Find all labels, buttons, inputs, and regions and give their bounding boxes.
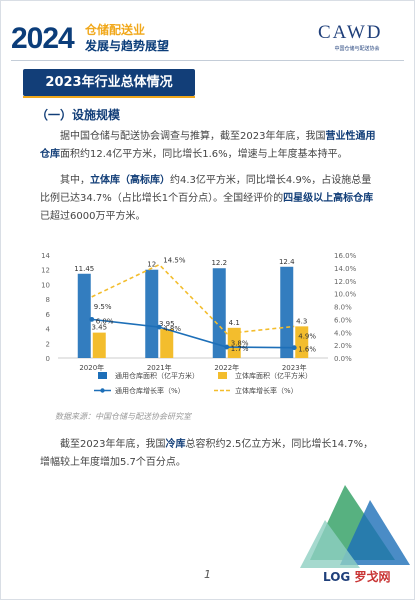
line-data-label: 14.5% (163, 257, 186, 265)
legend-swatch (98, 372, 107, 379)
legend-label: 立体库增长率（%） (235, 386, 298, 395)
decorative-triangles (300, 485, 410, 568)
section-banner: 2023年行业总体情况 (23, 69, 195, 96)
header-title-line2: 发展与趋势展望 (85, 39, 170, 53)
y2-tick-label: 2.0% (334, 342, 352, 350)
bar-data-label: 4.1 (229, 319, 240, 327)
bar-data-label: 12.2 (211, 259, 227, 267)
line-point (224, 344, 230, 350)
p1-bold: 营业性通用仓库 (40, 131, 376, 160)
bar-general (212, 268, 226, 358)
bar-general (280, 266, 294, 358)
p2-bold-1: 立体库（高标库） (90, 175, 170, 186)
p2-text-c: 约4.3亿平方米，同比增长4.9%，占设施总量比例已达34.7%（占比增长1个百… (40, 175, 372, 204)
chart-source: 数据来源：中国仓储与配送协会研究室 (55, 412, 191, 421)
header-divider (11, 60, 404, 61)
legend-label: 通用仓库增长率（%） (115, 386, 185, 395)
watermark-text: 罗戈网 (354, 570, 391, 584)
line-data-label: 6.0% (96, 317, 114, 325)
bar-highbay (92, 332, 106, 358)
x-tick-label: 2023年 (282, 363, 307, 372)
y2-tick-label: 4.0% (334, 329, 352, 337)
p1-text-a: 据中国仓储与配送协会调查与推算，截至2023年年底，我国 (60, 131, 326, 142)
line-point (156, 324, 162, 330)
line-point (89, 316, 95, 322)
y-tick-label: 6 (46, 311, 51, 319)
y2-tick-label: 16.0% (334, 252, 357, 260)
p2-text-e: 已超过6000万平方米。 (40, 211, 146, 222)
legend-label: 立体库面积（亿平方米） (235, 371, 312, 380)
y-tick-label: 12 (41, 267, 50, 275)
p3-text-c: 总容积约2.5亿立方米，同比增长14.7%，增幅较上年度增加5.7个百分点。 (40, 439, 374, 468)
line-point (291, 345, 297, 351)
line-data-label: 4.9% (298, 332, 316, 340)
p2-text-a: 其中， (60, 175, 90, 186)
y2-tick-label: 8.0% (334, 304, 352, 312)
legend-swatch (218, 372, 227, 379)
paragraph-1: 据中国仓储与配送协会调查与推算，截至2023年年底，我国营业性通用仓库面积约12… (40, 128, 380, 164)
y2-tick-label: 14.0% (334, 265, 357, 273)
x-tick-label: 2020年 (79, 363, 104, 372)
y-tick-label: 14 (41, 252, 50, 260)
bar-data-label: 12.4 (279, 258, 295, 266)
line-data-label: 3.8% (231, 340, 249, 348)
bar-highbay (227, 327, 241, 358)
bar-highbay (160, 328, 174, 358)
logo-subtitle: 中国仓储与配送协会 (334, 46, 380, 52)
x-tick-label: 2021年 (147, 363, 172, 372)
cawd-logo: CAWD (318, 22, 383, 43)
banner-accent-line (23, 96, 195, 98)
y2-tick-label: 12.0% (334, 278, 357, 286)
bar-data-label: 12 (147, 261, 156, 269)
p1-text-c: 面积约12.4亿平方米，同比增长1.6%，增速与上年度基本持平。 (60, 149, 348, 160)
x-tick-label: 2022年 (214, 363, 239, 372)
section-title: 2023年行业总体情况 (45, 75, 173, 90)
legend-marker (100, 388, 105, 393)
p3-text-a: 截至2023年年底，我国 (60, 439, 166, 450)
header-year: 2024 (11, 22, 75, 55)
bar-general (77, 273, 91, 358)
facility-chart: 0 2 4 6 8 10 12 14 0.0% 2.0% 4.0% 6.0% 8.0% 10.0% 12.0… (41, 252, 357, 395)
paragraph-3: 截至2023年年底，我国冷库总容积约2.5亿立方米，同比增长14.7%，增幅较上… (40, 436, 380, 472)
legend-label: 通用仓库面积（亿平方米） (115, 371, 199, 380)
p2-bold-2: 四星级以上高标仓库 (283, 193, 374, 204)
line-highbay-growth (91, 263, 295, 335)
line-data-label: 1.7% (231, 345, 249, 353)
y-tick-label: 10 (41, 281, 50, 289)
header-title-line1: 仓储配送业 (85, 23, 146, 37)
line-general-growth (91, 318, 295, 349)
paragraph-2: 其中，立体库（高标库）约4.3亿平方米，同比增长4.9%，占设施总量比例已达34… (40, 172, 380, 226)
bar-highbay (295, 326, 309, 358)
p3-bold: 冷库 (165, 439, 186, 450)
bar-data-label: 11.45 (74, 265, 94, 273)
bar-data-label: 4.3 (296, 317, 307, 325)
y2-tick-label: 6.0% (334, 316, 352, 324)
bar-data-label: 3.45 (91, 324, 107, 332)
y-tick-label: 0 (46, 355, 50, 363)
subsection-title: （一）设施规模 (36, 108, 121, 122)
line-data-label: 1.6% (298, 346, 316, 354)
y2-tick-label: 0.0% (334, 355, 352, 363)
y-tick-label: 8 (46, 296, 50, 304)
bar-general (145, 269, 159, 358)
watermark-log: LOG (323, 570, 351, 584)
bar-data-label: 3.95 (159, 320, 175, 328)
line-data-label: 9.5% (94, 303, 112, 311)
page-number: 1 (204, 568, 211, 581)
line-data-label: 4.8% (163, 325, 181, 333)
y-tick-label: 4 (46, 326, 51, 334)
watermark: LOG 罗戈网 (323, 568, 390, 585)
y2-tick-label: 10.0% (334, 291, 357, 299)
y-tick-label: 2 (46, 340, 50, 348)
